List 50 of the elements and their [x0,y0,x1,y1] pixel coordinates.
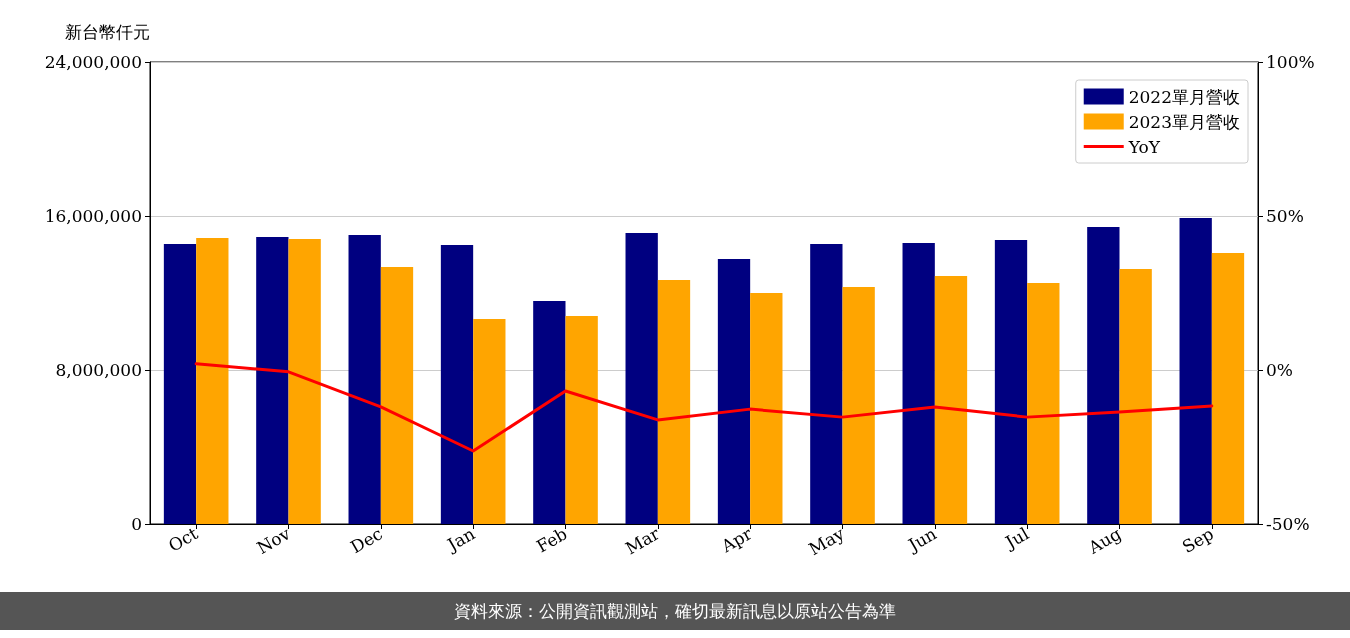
x-tick-label: Sep [1178,523,1217,557]
x-tick-label: Dec [347,523,386,558]
bar [440,245,474,524]
bar [256,236,289,524]
legend-label: 2022單月營收 [1128,86,1240,107]
x-tick-label: Jul [1000,523,1033,554]
x-tick-label: Nov [253,523,294,558]
bar [1179,217,1212,524]
bar [994,240,1028,524]
bar [196,237,229,524]
bar [380,267,414,524]
bar [657,279,691,524]
bar [750,293,783,524]
x-tick-label: Jun [903,523,940,556]
bar [163,243,197,524]
y2-tick-label: 100% [1266,52,1315,72]
x-tick-label: May [805,523,848,560]
bar [473,318,506,524]
y-tick-label: 16,000,000 [44,206,142,226]
y-axis-title: 新台幣仟元 [65,21,150,42]
bar [348,235,381,524]
bar [1211,252,1245,524]
bar [842,287,875,524]
y2-tick-label: -50% [1266,514,1310,534]
bar [934,276,968,524]
bar [1027,282,1060,524]
y-tick-label: 24,000,000 [44,52,142,72]
x-tick-label: Jan [442,523,479,556]
x-tick-label: Mar [621,522,664,559]
x-tick-label: Aug [1084,523,1125,559]
bar [625,232,658,524]
bar [1119,268,1152,524]
bar [810,243,843,524]
legend-label: 2023單月營收 [1128,111,1240,132]
x-tick-label: Oct [164,523,202,556]
source-note: 資料來源：公開資訊觀測站，確切最新訊息以原站公告為準 [0,592,1350,630]
legend-label: YoY [1127,136,1161,157]
line-series [194,362,1214,453]
x-tick-label: Apr [717,522,756,557]
bar [717,258,751,524]
y2-tick-label: 0% [1266,360,1293,380]
y-tick-label: 0 [131,514,142,534]
bar [902,242,935,524]
y-tick-label: 8,000,000 [55,360,142,380]
bar [565,315,598,524]
bar [1087,226,1120,524]
x-tick-label: Feb [532,523,571,557]
bar [288,238,321,524]
bar [533,301,566,524]
y2-tick-label: 50% [1266,206,1304,226]
